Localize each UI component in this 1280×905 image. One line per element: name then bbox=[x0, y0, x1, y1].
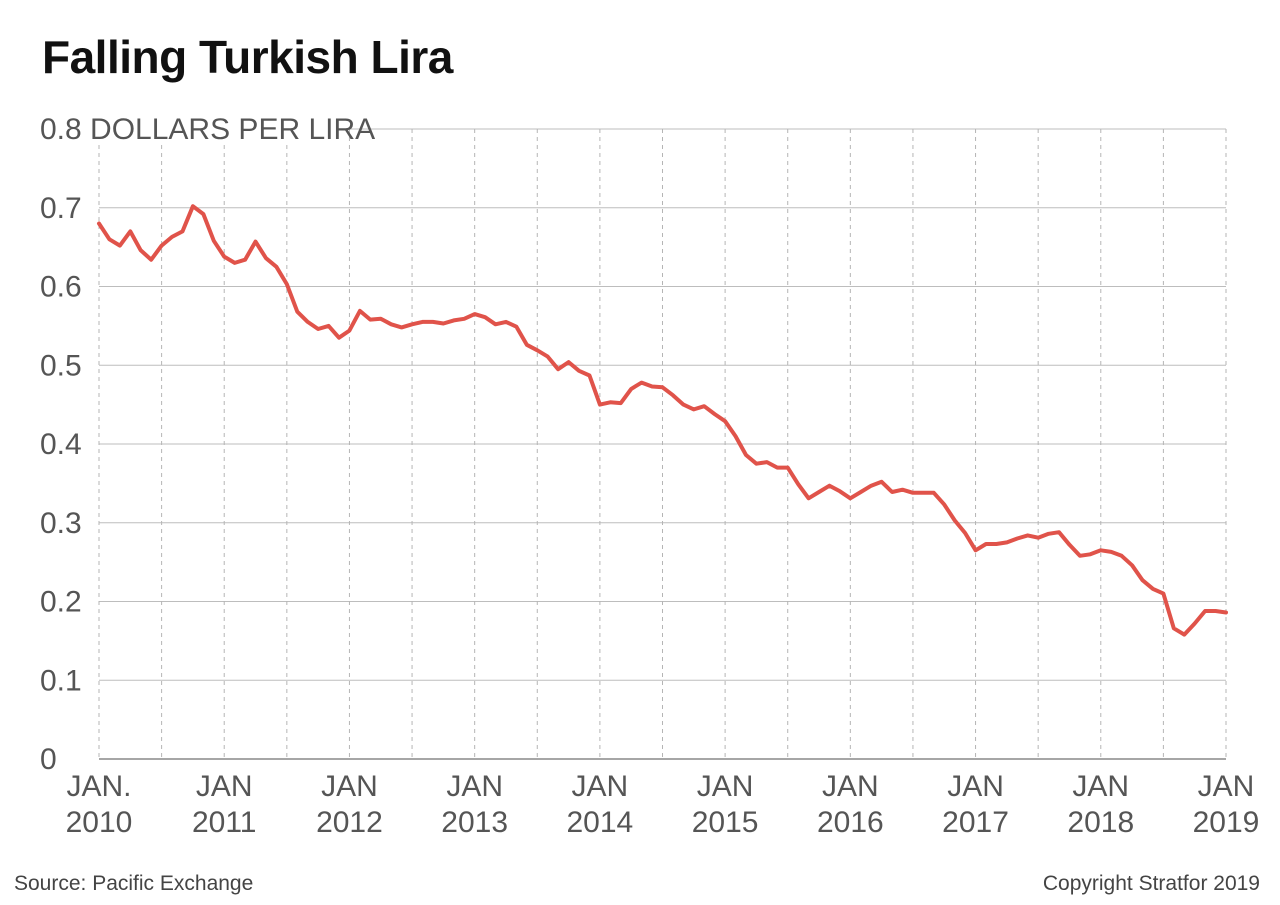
y-tick-label: 0 bbox=[40, 743, 57, 776]
y-tick-label: 0.7 bbox=[40, 192, 82, 225]
y-tick-label: 0.8 DOLLARS PER LIRA bbox=[40, 113, 375, 146]
y-axis-ticks: 0 0.1 0.2 0.3 0.4 0.5 0.6 0.7 0.8 DOLLARS PER LI… bbox=[36, 113, 375, 776]
x-tick-label: JAN bbox=[1198, 770, 1255, 803]
y-tick-label: 0.1 bbox=[40, 664, 82, 697]
x-tick-label: 2014 bbox=[567, 806, 634, 839]
x-tick-label: JAN bbox=[697, 770, 754, 803]
y-tick-label: 0.5 bbox=[40, 349, 82, 382]
x-tick-label: JAN bbox=[1072, 770, 1129, 803]
vertical-gridlines bbox=[98, 129, 1227, 759]
x-tick-label: JAN bbox=[446, 770, 503, 803]
x-tick-label: 2013 bbox=[441, 806, 508, 839]
x-tick-label: JAN. bbox=[66, 770, 131, 803]
x-tick-label: 2017 bbox=[942, 806, 1009, 839]
x-tick-label: 2011 bbox=[192, 806, 257, 839]
y-tick-label: 0.2 bbox=[40, 586, 82, 619]
x-tick-label: JAN bbox=[196, 770, 253, 803]
x-tick-label: JAN bbox=[321, 770, 378, 803]
x-tick-label: JAN bbox=[822, 770, 879, 803]
x-tick-label: 2016 bbox=[817, 806, 884, 839]
source-note: Source: Pacific Exchange bbox=[14, 872, 254, 895]
copyright-note: Copyright Stratfor 2019 bbox=[1042, 872, 1260, 895]
y-tick-label: 0.6 bbox=[40, 271, 82, 304]
y-tick-label: 0.3 bbox=[40, 507, 82, 540]
x-tick-label: 2018 bbox=[1067, 806, 1134, 839]
x-tick-label: JAN bbox=[947, 770, 1004, 803]
chart-title: Falling Turkish Lira bbox=[42, 31, 453, 83]
x-tick-label: 2010 bbox=[66, 806, 133, 839]
x-axis-ticks: JAN.2010JAN2011JAN2012JAN2013JAN2014JAN2… bbox=[66, 770, 1260, 839]
x-tick-label: 2012 bbox=[316, 806, 383, 839]
x-tick-label: 2015 bbox=[692, 806, 759, 839]
y-top-label-bg bbox=[36, 113, 346, 145]
series-line bbox=[97, 204, 1228, 637]
x-tick-label: 2019 bbox=[1193, 806, 1260, 839]
x-tick-label: JAN bbox=[572, 770, 629, 803]
y-tick-label: 0.4 bbox=[40, 428, 82, 461]
